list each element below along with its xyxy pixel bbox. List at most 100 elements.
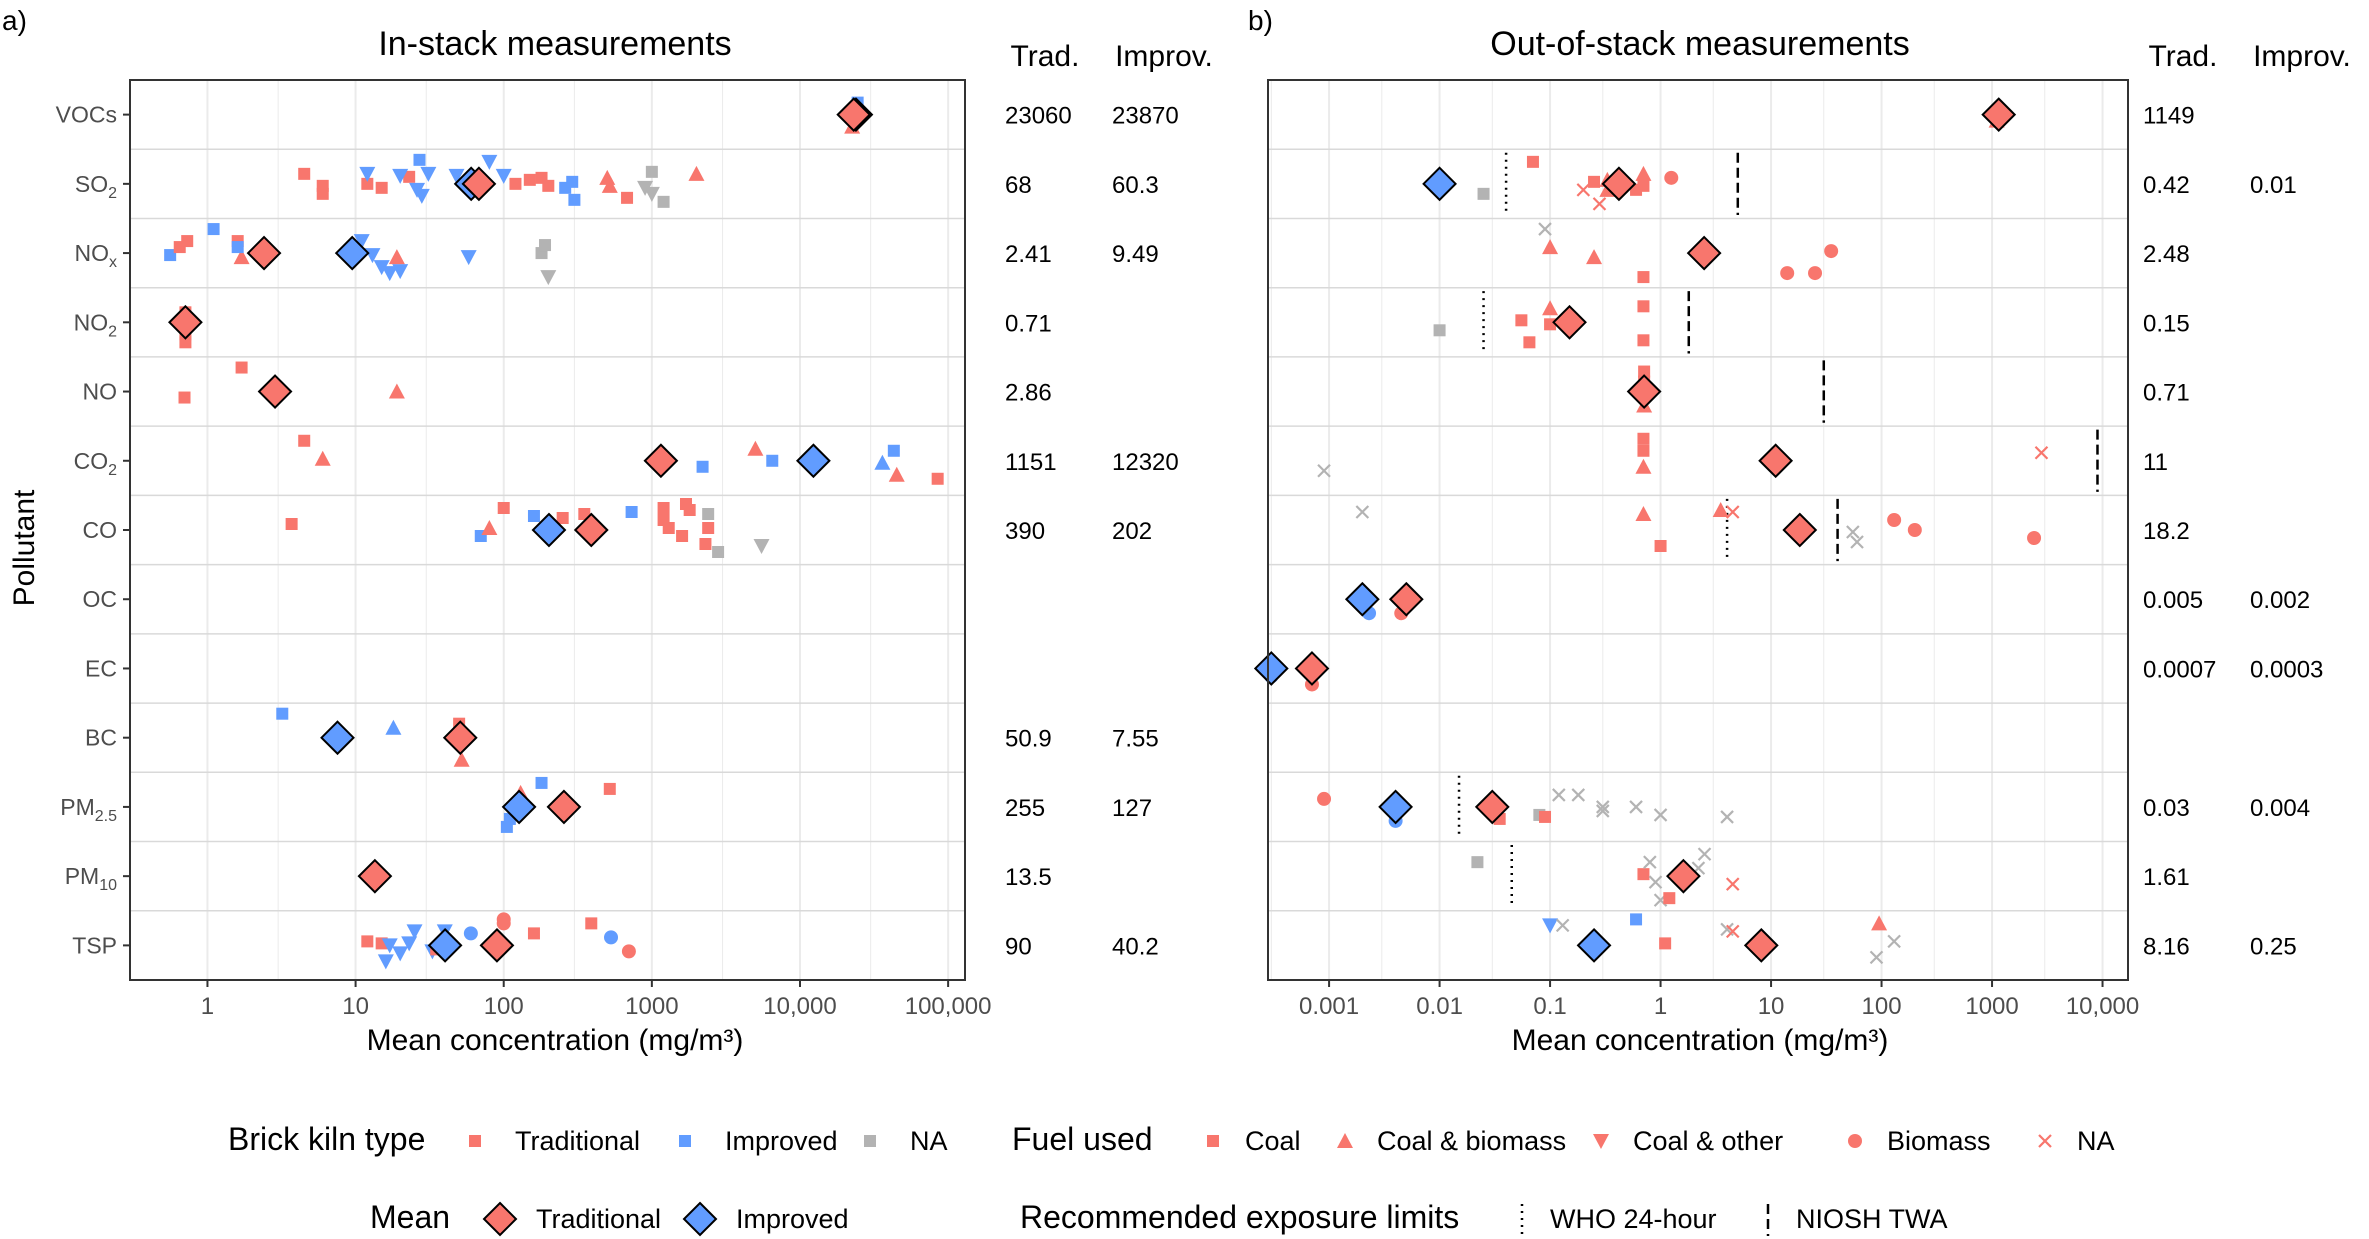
legend-limits-label: WHO 24-hour (1550, 1204, 1717, 1234)
legend: Brick kiln type Traditional Improved NA Fu… (228, 1121, 2115, 1237)
panel-title-in-stack: In-stack measurements (378, 25, 731, 63)
data-point (460, 250, 477, 266)
table-value-improv: 12320 (1112, 449, 1179, 476)
legend-fuel-swatch (1337, 1133, 1353, 1148)
table-value-trad: 0.03 (2143, 795, 2190, 822)
data-point (1538, 222, 1552, 236)
data-point (481, 520, 498, 535)
data-point (1637, 444, 1650, 457)
pollutant-subscript: 2.5 (95, 808, 117, 825)
mean-diamond-traditional (246, 235, 282, 271)
table-value-improv: 40.2 (1112, 933, 1159, 960)
table-value-trad: 390 (1005, 518, 1045, 545)
data-point (621, 191, 634, 204)
data-point (527, 927, 540, 940)
data-point (448, 168, 465, 184)
data-point (1542, 239, 1559, 255)
data-point (539, 239, 552, 252)
pollutant-name: EC (85, 655, 117, 681)
pollutant-name: VOCs (56, 102, 117, 128)
data-point (496, 916, 511, 931)
data-point (1637, 432, 1650, 445)
mean-diamond-traditional (1552, 304, 1587, 340)
mean-diamond-improved (1344, 581, 1380, 617)
y-tick-label: PM2.5 (60, 794, 117, 825)
data-point (298, 167, 311, 180)
data-point (276, 707, 289, 720)
data-point (1659, 937, 1672, 950)
data-point (542, 179, 555, 192)
mean-diamond-improved (320, 720, 355, 756)
pollutant-subscript: 10 (99, 877, 117, 894)
data-point (413, 188, 430, 204)
legend-fuel-label: Biomass (1887, 1126, 1991, 1156)
mean-diamond-improved (1576, 927, 1612, 963)
data-point (388, 249, 405, 265)
data-point (497, 502, 510, 514)
data-point (235, 361, 248, 374)
mean-diamond-traditional (1666, 858, 1701, 894)
x-tick-label: 0.1 (1533, 993, 1566, 1020)
data-point (1630, 913, 1643, 926)
data-point (373, 260, 390, 276)
legend-limits-label: NIOSH TWA (1796, 1204, 1948, 1234)
legend-mean-items: Traditional Improved (482, 1201, 849, 1237)
mean-diamond-traditional (1388, 581, 1424, 617)
data-point (1654, 540, 1667, 552)
table-value-improv: 9.49 (1112, 241, 1159, 268)
y-tick-label: VOCs (56, 102, 117, 128)
data-point (377, 954, 394, 970)
data-point (1725, 877, 1740, 891)
data-point (766, 454, 779, 467)
data-point (1637, 868, 1650, 881)
data-point (375, 181, 388, 194)
data-point (1539, 810, 1552, 823)
mean-diamond-traditional (643, 443, 679, 479)
data-point (1542, 300, 1559, 316)
data-point (207, 223, 220, 236)
mean-diamond-traditional (1758, 443, 1794, 479)
data-point (1643, 855, 1657, 869)
table-value-trad: 1.61 (2143, 864, 2190, 891)
y-tick-label: BC (85, 725, 117, 751)
data-point (747, 440, 764, 456)
mean-diamond-traditional (836, 97, 872, 133)
data-point (625, 506, 638, 518)
mean-diamond-improved (531, 512, 567, 548)
col-header-improv-b: Improv. (2253, 40, 2351, 73)
data-point (1907, 523, 1922, 537)
data-point (535, 776, 548, 789)
legend-mean-swatch (682, 1201, 718, 1237)
data-point (233, 249, 250, 265)
legend-fuel-items: Coal Coal & biomass Coal & other Biomass NA (1207, 1126, 2115, 1156)
table-value-trad: 90 (1005, 933, 1032, 960)
mean-diamond-traditional (1294, 651, 1330, 686)
data-point (361, 935, 374, 948)
pollutant-subscript: 2 (108, 462, 117, 479)
x-tick-label: 0.001 (1299, 993, 1359, 1020)
data-point (316, 187, 329, 200)
data-point (887, 444, 900, 457)
table-value-trad: 0.0007 (2143, 656, 2216, 683)
data-point (495, 168, 512, 184)
pollutant-name: NO (75, 240, 110, 266)
table-value-trad: 18.2 (2143, 518, 2190, 545)
data-point (1635, 458, 1652, 474)
x-tick-label: 10 (342, 993, 369, 1020)
data-point (1433, 324, 1446, 337)
pollutant-name: PM (60, 794, 95, 820)
data-point (1887, 513, 1902, 527)
legend-fuel-label: Coal (1245, 1126, 1301, 1156)
data-point (314, 450, 331, 466)
data-point (381, 938, 398, 954)
data-point (1824, 244, 1839, 259)
table-value-trad: 255 (1005, 795, 1045, 822)
table-value-trad: 0.71 (1005, 310, 1052, 337)
data-point (1638, 365, 1651, 378)
data-point (1846, 525, 1860, 539)
data-point (179, 336, 192, 349)
y-tick-label: EC (85, 655, 117, 681)
table-value-trad: 1151 (1005, 449, 1057, 476)
y-axis-label-pollutant: Pollutant (8, 489, 41, 606)
table-value-trad: 2.41 (1005, 241, 1052, 268)
